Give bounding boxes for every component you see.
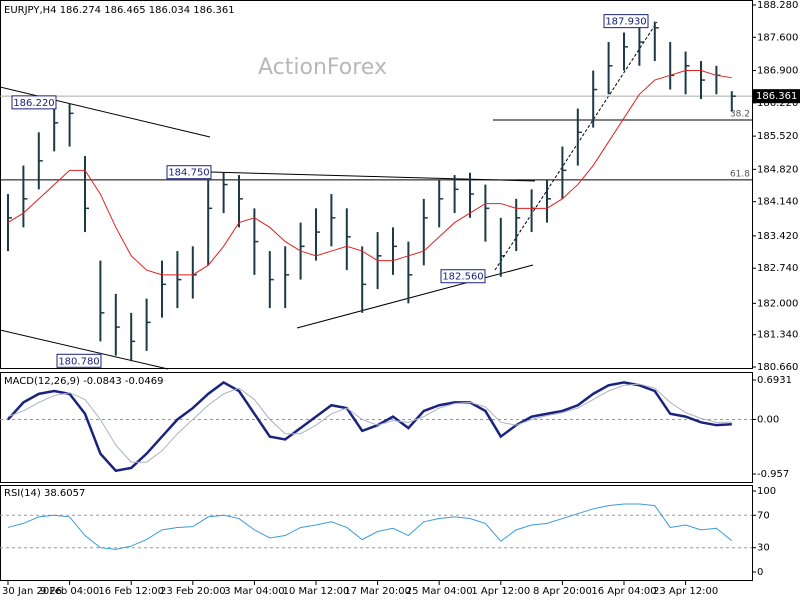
y-tick-label: 186.220 [757, 98, 798, 109]
macd-panel [0, 372, 753, 483]
x-tick-label: 9 Feb 04:00 [40, 586, 99, 597]
price-panel [0, 0, 753, 369]
rsi-title: RSI(14) 38.6057 [4, 488, 85, 499]
annotation-label: 186.220 [13, 98, 54, 109]
x-tick-label: 10 Mar 12:00 [283, 586, 350, 597]
annotation-box [603, 14, 649, 29]
x-tick-label: 23 Feb 20:00 [160, 586, 226, 597]
x-tick-label: 3 Mar 04:00 [224, 586, 284, 597]
annotation-label: 184.750 [168, 168, 209, 179]
annotation-label: 182.560 [442, 272, 483, 283]
trend-line [0, 86, 211, 138]
annotation-box [11, 95, 57, 110]
annotation-box [440, 269, 486, 284]
trend-line [296, 264, 534, 329]
fib-label: 38.2 [730, 109, 750, 119]
y-tick-label: 186.900 [757, 66, 798, 77]
y-tick-label: 0.00 [757, 414, 779, 425]
annotation-box [56, 353, 102, 368]
last-price-label: 186.361 [756, 91, 797, 102]
y-tick-label: 100 [757, 486, 776, 497]
y-tick-label: 181.340 [757, 330, 798, 341]
moving-average [7, 70, 732, 276]
last-price-tag [752, 89, 800, 104]
trend-line [494, 21, 658, 271]
y-tick-label: 30 [757, 543, 770, 554]
header: EURJPY,H4 186.274 186.465 186.034 186.36… [4, 5, 235, 16]
y-tick-label: 184.140 [757, 197, 798, 208]
macd-line [7, 380, 732, 473]
macd-signal [7, 383, 732, 463]
y-tick-label: 0.6931 [757, 375, 792, 386]
y-tick-label: 188.280 [757, 0, 798, 11]
y-tick-label: 184.820 [757, 164, 798, 175]
watermark: ActionForex [258, 55, 387, 80]
y-tick-label: 182.000 [757, 298, 798, 309]
x-tick-label: 1 Apr 12:00 [471, 586, 530, 597]
trend-line [0, 329, 169, 370]
x-tick-label: 8 Apr 20:00 [533, 586, 592, 597]
annotation-label: 187.930 [605, 17, 646, 28]
x-tick-label: 30 Jan 2026 [2, 586, 62, 597]
x-tick-label: 16 Apr 04:00 [591, 586, 656, 597]
y-tick-label: -0.957 [757, 469, 789, 480]
y-tick-label: 180.660 [757, 362, 798, 373]
x-tick-label: 17 Mar 20:00 [344, 586, 411, 597]
y-tick-label: 0 [757, 567, 763, 578]
y-tick-label: 182.740 [757, 263, 798, 274]
y-tick-label: 183.420 [757, 231, 798, 242]
annotation-label: 180.780 [58, 356, 99, 367]
x-tick-label: 23 Apr 12:00 [653, 586, 718, 597]
y-tick-label: 187.600 [757, 32, 798, 43]
x-tick-label: 16 Feb 12:00 [98, 586, 164, 597]
y-tick-label: 70 [757, 510, 770, 521]
rsi-panel [0, 485, 753, 581]
annotation-box [166, 165, 212, 180]
macd-title: MACD(12,26,9) -0.0843 -0.0469 [4, 376, 164, 387]
rsi-line [7, 503, 733, 550]
fib-label: 61.8 [730, 169, 750, 179]
x-tick-label: 25 Mar 04:00 [406, 586, 473, 597]
y-tick-label: 185.520 [757, 131, 798, 142]
